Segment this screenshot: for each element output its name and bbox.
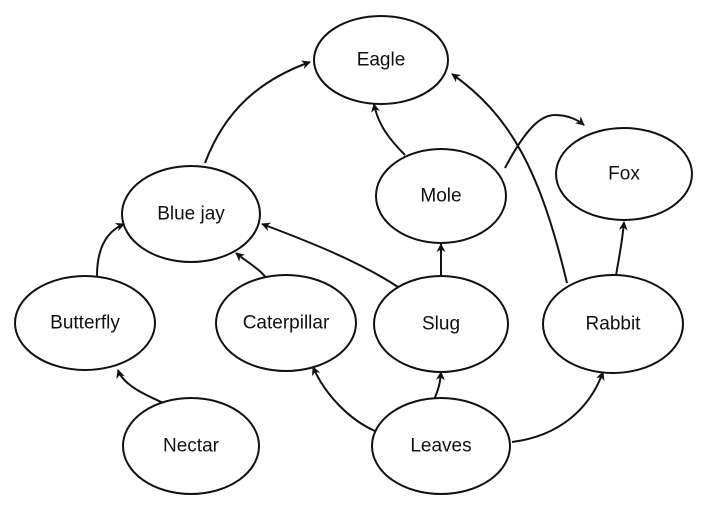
node-eagle: Eagle <box>313 15 449 105</box>
edge-slug-to-bluejay <box>261 222 399 288</box>
node-rabbit: Rabbit <box>542 274 684 374</box>
node-mole-label: Mole <box>420 186 461 207</box>
edge-leaves-to-slug <box>433 371 445 401</box>
node-butterfly: Butterfly <box>14 275 156 371</box>
node-leaves-label: Leaves <box>410 436 471 457</box>
node-fox: Fox <box>555 127 693 221</box>
edge-leaves-to-rabbit <box>511 371 605 443</box>
edge-nectar-to-butterfly <box>116 369 169 406</box>
node-caterpillar-label: Caterpillar <box>243 313 330 334</box>
edge-mole-to-eagle <box>371 103 406 156</box>
node-butterfly-label: Butterfly <box>50 313 120 334</box>
edge-mole-to-fox <box>504 113 585 169</box>
node-rabbit-label: Rabbit <box>586 314 642 335</box>
node-mole: Mole <box>375 148 507 244</box>
node-slug: Slug <box>373 275 509 373</box>
node-nectar-label: Nectar <box>163 436 220 457</box>
node-bluejay: Blue jay <box>121 165 261 263</box>
node-caterpillar: Caterpillar <box>215 274 357 372</box>
edge-bluejay-to-eagle <box>204 60 311 164</box>
node-fox-label: Fox <box>608 164 640 185</box>
nodes: Eagle Fox Mole Blue jay Butterfly Caterp… <box>14 15 693 495</box>
node-leaves: Leaves <box>371 397 511 495</box>
node-slug-label: Slug <box>422 314 460 335</box>
edge-rabbit-to-eagle <box>451 73 568 284</box>
node-eagle-label: Eagle <box>357 50 406 71</box>
node-bluejay-label: Blue jay <box>157 204 225 225</box>
edge-leaves-to-caterpillar <box>312 366 376 432</box>
edge-butterfly-to-bluejay <box>96 223 125 277</box>
edge-rabbit-to-fox <box>615 221 628 277</box>
node-nectar: Nectar <box>122 397 260 495</box>
